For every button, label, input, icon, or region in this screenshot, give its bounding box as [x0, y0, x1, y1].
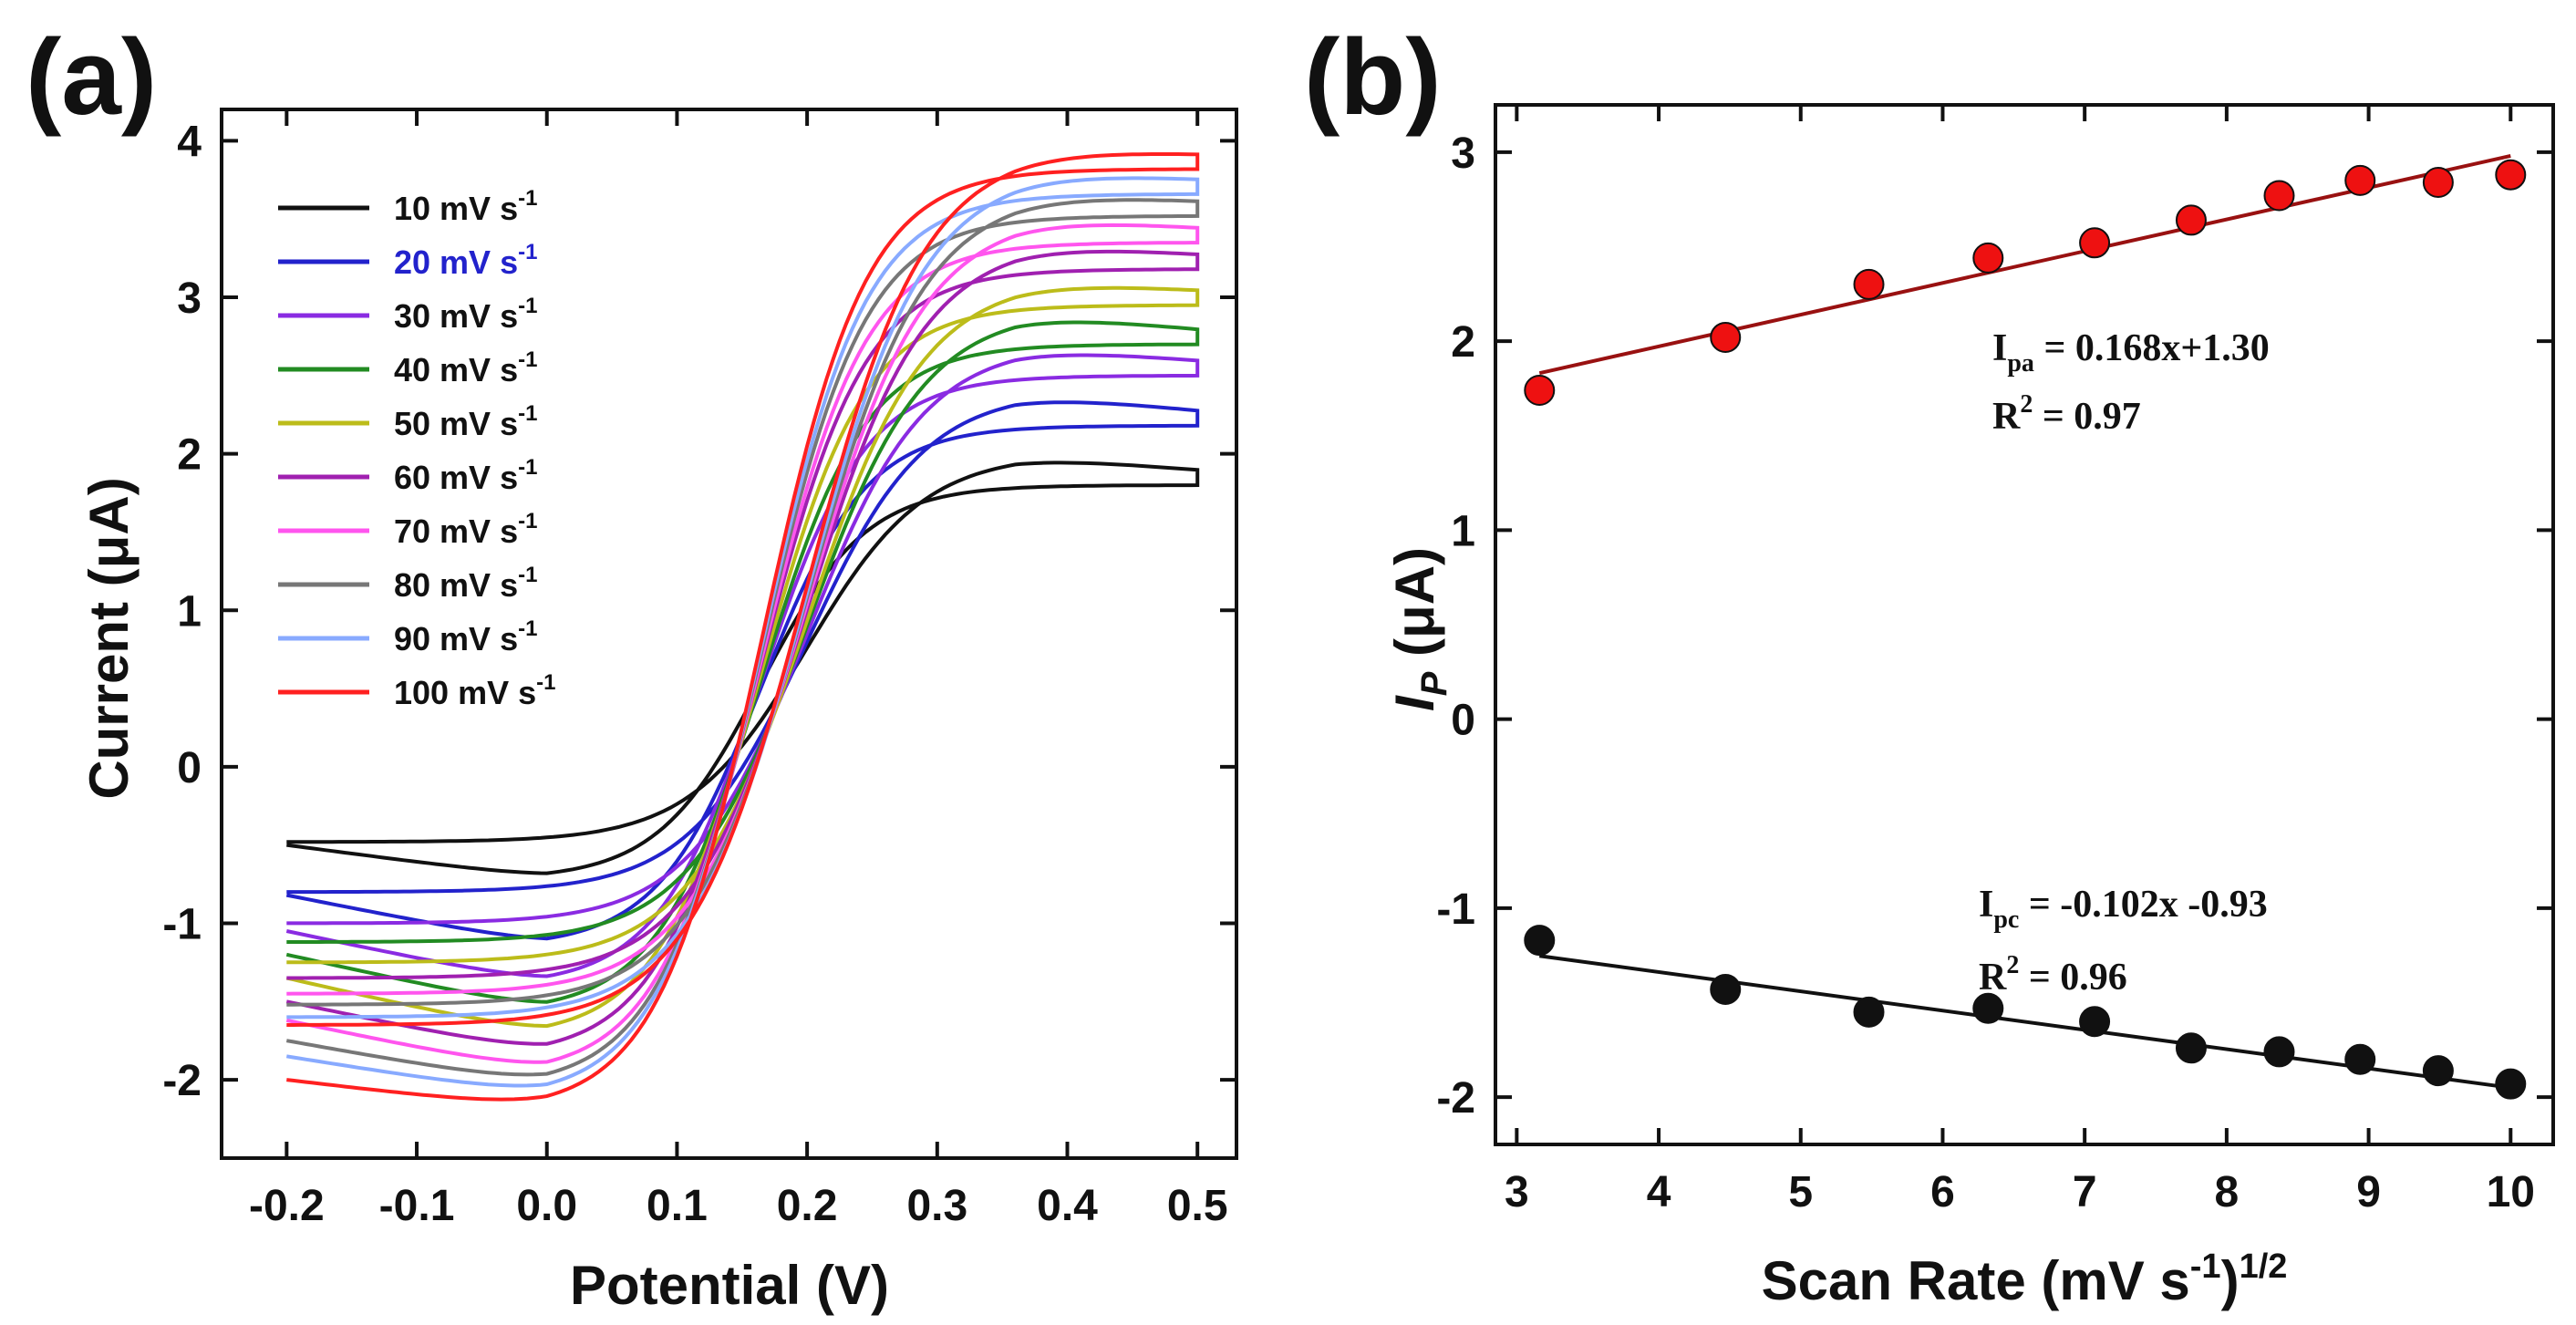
panel-b-ticks: [1495, 105, 2553, 1144]
ipc-point: [2422, 1055, 2454, 1087]
panel-a: (a) -0.2 -0.1 0.0 0.1 0.2 0.3 0.4 0.5 -2 -1 0 1 2 3 4…: [26, 17, 1238, 1316]
cv-curve-6: [285, 249, 1200, 1046]
panel-a-label: (a): [26, 17, 157, 138]
ipc-point: [2079, 1006, 2111, 1038]
x-tick-label: 6: [1930, 1168, 1955, 1216]
x-tick-label: -0.1: [379, 1182, 455, 1230]
ipa-point: [2422, 166, 2454, 198]
y-tick-label: 0: [1451, 697, 1475, 745]
x-tick-label: 3: [1505, 1168, 1529, 1216]
legend-label: 20 mV s-1: [394, 240, 537, 281]
panel-b-label: (b): [1304, 17, 1442, 138]
x-tick-label: 4: [1647, 1168, 1671, 1216]
cv-curve-3: [285, 353, 1200, 978]
fit-lines: [1538, 154, 2511, 1090]
legend-label: 40 mV s-1: [394, 347, 537, 388]
ipc-point: [2344, 1043, 2376, 1075]
x-tick-label: 8: [2215, 1168, 2240, 1216]
panel-a-y-axis-title: Current (μA): [78, 477, 140, 799]
y-tick-label: -1: [1436, 885, 1475, 934]
ipa-point: [1853, 268, 1885, 300]
legend-label: 50 mV s-1: [394, 401, 537, 442]
ipa-point: [1524, 374, 1556, 406]
legend: 10 mV s-1 20 mV s-1 30 mV s-1 40 mV s-1 50 m…: [278, 186, 555, 711]
panel-b-x-tick-labels: 3 4 5 6 7 8 9 10: [1505, 1168, 2535, 1216]
cv-curve-10: [286, 152, 1200, 1102]
ipa-r-squared: R2 = 0.97: [1992, 390, 2141, 438]
ipc-point: [1853, 996, 1885, 1028]
panel-a-x-tick-labels: -0.2 -0.1 0.0 0.1 0.2 0.3 0.4 0.5: [249, 1182, 1228, 1230]
panel-b: (b) 3 4 5 6 7 8 9 10 -2 -1 0 1 2 3 Scan Rate (mV s-1…: [1304, 17, 2555, 1311]
cv-curve-1: [286, 461, 1200, 875]
ipc-point: [2495, 1068, 2527, 1100]
x-tick-label: 0.2: [777, 1182, 838, 1230]
x-tick-label: 0.1: [647, 1182, 708, 1230]
ipa-point: [2263, 180, 2295, 212]
ipa-point: [2079, 227, 2111, 259]
ipa-point: [1972, 242, 2004, 274]
y-tick-label: 1: [177, 587, 202, 636]
x-tick-label: 5: [1788, 1168, 1813, 1216]
cv-curve-9: [285, 176, 1200, 1088]
y-tick-label: 4: [177, 118, 202, 166]
legend-label: 70 mV s-1: [394, 509, 537, 550]
legend-label: 90 mV s-1: [394, 616, 537, 657]
legend-label: 30 mV s-1: [394, 294, 537, 335]
y-tick-label: -2: [1436, 1074, 1475, 1123]
x-tick-label: 7: [2073, 1168, 2097, 1216]
y-tick-label: -1: [162, 901, 202, 949]
ipc-point: [2175, 1032, 2207, 1064]
ipa-point: [2344, 164, 2376, 196]
panel-b-x-axis-title: Scan Rate (mV s-1)1/2: [1762, 1247, 2288, 1311]
y-tick-label: 3: [1451, 129, 1475, 178]
panel-b-y-axis-title: IP (μA): [1384, 547, 1454, 711]
y-tick-label: 3: [177, 274, 202, 323]
ipc-r-squared: R2 = 0.96: [1979, 951, 2127, 999]
y-tick-label: -2: [162, 1057, 202, 1105]
cv-curve-8: [285, 198, 1200, 1077]
cv-curve-5: [285, 285, 1200, 1029]
y-tick-label: 2: [1451, 318, 1475, 367]
x-tick-label: 0.5: [1167, 1182, 1228, 1230]
ipa-fit-line: [1538, 154, 2511, 376]
ipc-point: [2263, 1036, 2295, 1068]
cv-curves: [285, 152, 1200, 1102]
legend-label: 60 mV s-1: [394, 455, 537, 496]
x-tick-label: 0.4: [1037, 1182, 1098, 1230]
x-tick-label: 9: [2356, 1168, 2381, 1216]
y-tick-label: 0: [177, 744, 202, 792]
ipa-equation: Ipa = 0.168x+1.30: [1992, 327, 2270, 378]
ipa-point: [2495, 159, 2527, 191]
legend-label: 80 mV s-1: [394, 563, 537, 604]
x-tick-label: 10: [2487, 1168, 2535, 1216]
x-tick-label: -0.2: [249, 1182, 325, 1230]
x-tick-label: 0.0: [516, 1182, 577, 1230]
x-tick-label: 0.3: [906, 1182, 967, 1230]
cv-curve-7: [285, 223, 1200, 1064]
ipa-point: [2175, 204, 2207, 236]
data-points: [1524, 159, 2527, 1100]
ipc-point: [1972, 992, 2004, 1024]
legend-label: 10 mV s-1: [394, 186, 537, 227]
y-tick-label: 1: [1451, 507, 1475, 555]
panel-b-frame: [1494, 103, 2555, 1146]
ipc-equation: Ipc = -0.102x -0.93: [1979, 884, 2268, 934]
legend-label: 100 mV s-1: [394, 670, 555, 711]
ipc-point: [1524, 925, 1556, 957]
panel-a-ticks: [222, 109, 1236, 1158]
panel-a-frame: [220, 108, 1238, 1160]
panel-b-y-tick-labels: -2 -1 0 1 2 3: [1436, 129, 1475, 1123]
cv-curve-4: [285, 320, 1200, 1004]
panel-a-x-axis-title: Potential (V): [570, 1255, 889, 1316]
ipa-point: [1710, 321, 1742, 353]
ipc-point: [1710, 974, 1742, 1006]
y-tick-label: 2: [177, 431, 202, 480]
panel-a-y-tick-labels: -2 -1 0 1 2 3 4: [162, 118, 202, 1105]
